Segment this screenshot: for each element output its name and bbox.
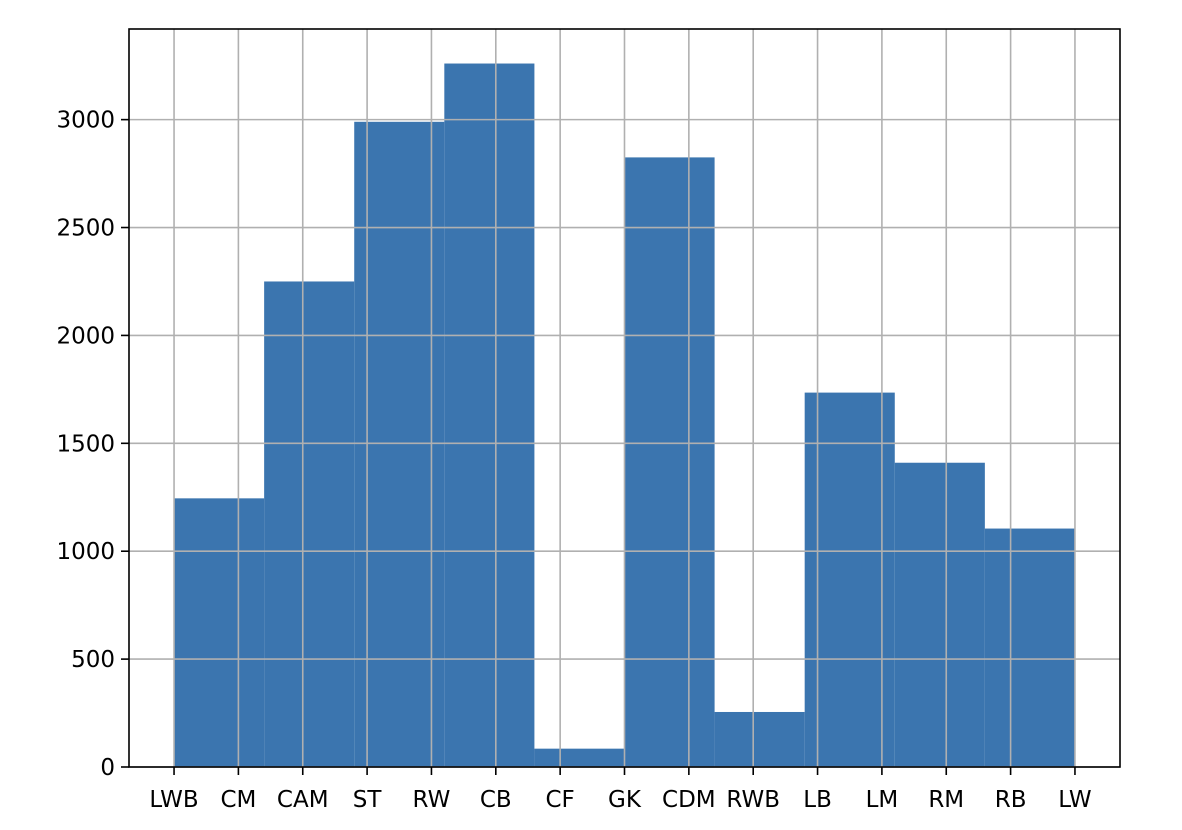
histogram-bar (264, 281, 355, 767)
x-tick-label: LWB (149, 787, 198, 813)
x-tick-label: CB (480, 787, 512, 813)
tick-label-layer: 0 500 1000 1500 2000 2500 3000 LWB CM CAM ST RW CB CF… (56, 108, 1091, 813)
x-tick-label: RWB (726, 787, 780, 813)
histogram-bar (534, 748, 625, 767)
axis-layer (121, 28, 1121, 775)
histogram-bar (444, 63, 535, 768)
x-tick-label: LB (803, 787, 832, 813)
histogram-bar (174, 498, 265, 767)
bar-layer (174, 63, 1075, 768)
x-tick-label: CF (546, 787, 575, 813)
histogram-bar (894, 462, 985, 767)
x-tick-label: CM (220, 787, 256, 813)
x-tick-label: LM (866, 787, 899, 813)
y-tick-label: 1000 (56, 539, 115, 565)
y-tick-label: 3000 (56, 108, 115, 134)
x-tick-label: ST (353, 787, 383, 813)
histogram-bar (714, 711, 805, 767)
x-tick-label: GK (608, 787, 642, 813)
x-tick-label: RM (928, 787, 964, 813)
y-tick-label: 2500 (56, 216, 115, 242)
y-tick-label: 1500 (56, 431, 115, 457)
x-tick-label: CDM (662, 787, 716, 813)
histogram-bar (804, 392, 895, 767)
histogram-bar (624, 157, 715, 768)
histogram-bar (984, 528, 1075, 767)
x-tick-label: RW (413, 787, 451, 813)
x-tick-label: RB (995, 787, 1027, 813)
y-tick-label: 500 (71, 647, 115, 673)
y-tick-label: 0 (100, 755, 115, 781)
x-tick-label: LW (1058, 787, 1091, 813)
x-tick-label: CAM (277, 787, 329, 813)
y-tick-label: 2000 (56, 323, 115, 349)
